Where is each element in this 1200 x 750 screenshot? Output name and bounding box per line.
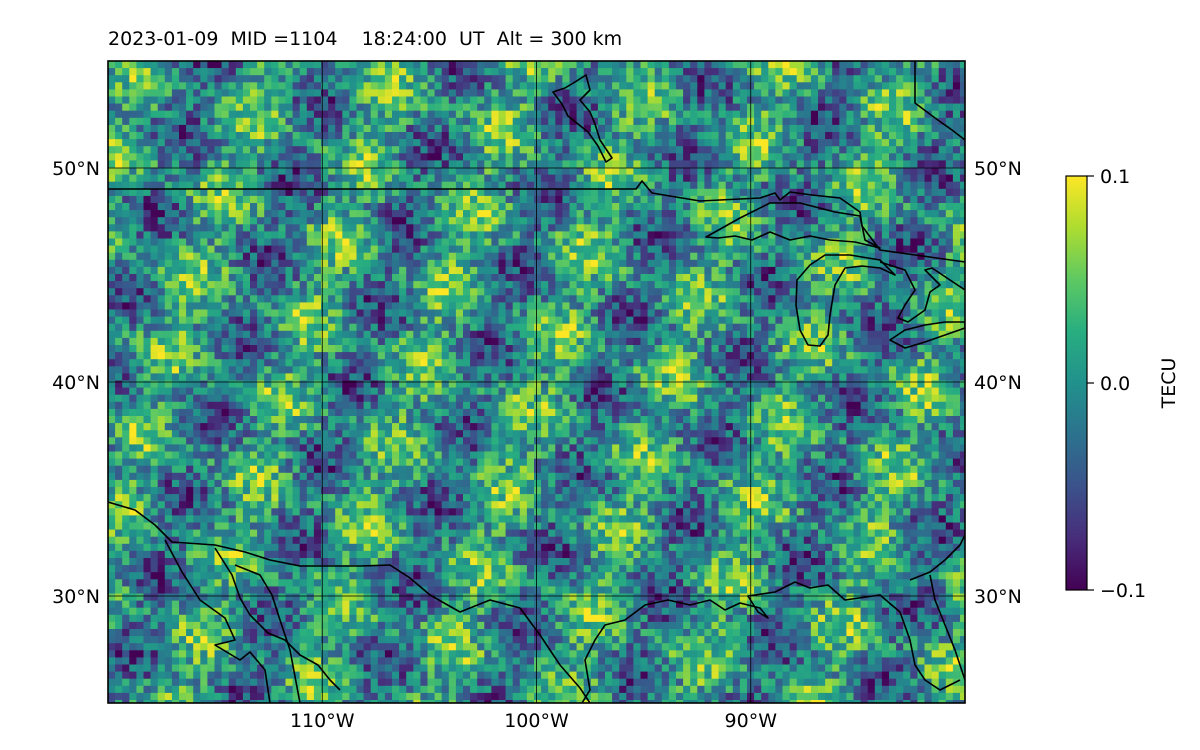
lake-huron (879, 261, 965, 323)
x-axis-ticks: 110°W 100°W 90°W (290, 710, 777, 732)
hudson-bay (552, 74, 613, 163)
colorbar-ticks: 0.1 0.0 −0.1 (1087, 166, 1146, 602)
florida (909, 534, 965, 681)
graticule (108, 61, 965, 703)
colorbar: 0.1 0.0 −0.1 TECU (1065, 166, 1180, 602)
y-tick-label-left: 30°N (52, 586, 100, 608)
northeast-coast (914, 61, 965, 141)
colorbar-label: TECU (1158, 358, 1180, 410)
map-title: 2023-01-09 MID =1104 18:24:00 UT Alt = 3… (108, 28, 623, 50)
gulf-coast (581, 581, 961, 703)
coastline-borders (108, 61, 965, 703)
y-tick-label-left: 40°N (52, 372, 100, 394)
colorbar-tick-label: −0.1 (1100, 580, 1146, 602)
x-tick-label: 100°W (504, 710, 569, 732)
y-tick-label-left: 50°N (52, 158, 100, 180)
lake-erie (889, 321, 965, 349)
colorbar-gradient (1065, 175, 1088, 591)
x-tick-label: 110°W (290, 710, 355, 732)
map-frame (107, 60, 966, 704)
colorbar-tick-label: 0.0 (1100, 373, 1130, 395)
map-plot-area (107, 60, 966, 704)
us-mexico-coast (108, 501, 591, 703)
gulf-of-california (234, 564, 301, 703)
y-tick-label-right: 30°N (974, 586, 1022, 608)
x-tick-label: 90°W (725, 710, 778, 732)
colorbar-tick-label: 0.1 (1100, 166, 1130, 188)
tec-heatmap (108, 61, 965, 703)
y-axis-ticks: 50°N 50°N 40°N 40°N 30°N 30°N (52, 158, 1022, 608)
lake-michigan (795, 254, 896, 347)
mexico-mainland (214, 547, 341, 691)
lake-superior (705, 202, 881, 249)
y-tick-label-right: 40°N (974, 372, 1022, 394)
y-tick-label-right: 50°N (974, 158, 1022, 180)
baja-peninsula (164, 539, 271, 703)
